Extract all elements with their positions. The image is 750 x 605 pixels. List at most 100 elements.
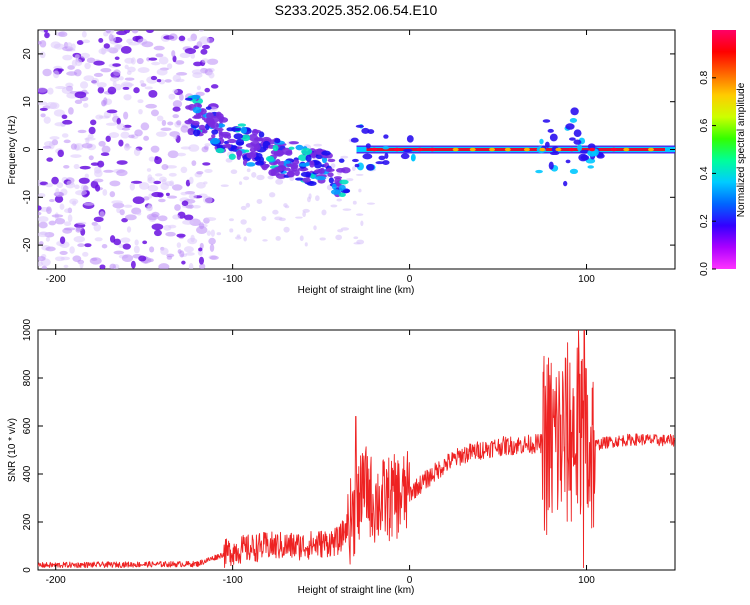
spectrogram-noise-blob bbox=[275, 236, 281, 241]
spectrogram-noise-blob bbox=[172, 74, 181, 82]
spectrogram-noise-blob bbox=[95, 184, 101, 192]
spectrogram-marks bbox=[38, 30, 675, 269]
spectrogram-noise-blob bbox=[39, 107, 48, 111]
spectrogram-noise-blob bbox=[179, 250, 185, 258]
spectrogram-noise-blob bbox=[160, 127, 172, 132]
spectrogram-band-spot bbox=[429, 147, 436, 152]
spectrogram-branch-blob bbox=[235, 138, 245, 146]
spectrogram-noise-blob bbox=[196, 170, 204, 175]
spectrogram-noise-blob bbox=[153, 45, 165, 51]
spectrogram-noise-blob bbox=[268, 192, 276, 198]
spectrogram-branch-blob bbox=[335, 168, 346, 173]
spectrogram-noise-blob bbox=[97, 160, 105, 168]
spectrogram-band-burst bbox=[577, 143, 583, 152]
spectrogram-band-spot bbox=[568, 147, 575, 152]
spectrogram-branch-blob bbox=[198, 124, 206, 131]
spectrogram-noise-blob bbox=[133, 245, 140, 254]
spectrogram-band-burst bbox=[547, 128, 554, 133]
spectrogram-noise-blob bbox=[101, 145, 111, 154]
spectrogram-noise-blob bbox=[209, 255, 219, 260]
spectrogram-noise-blob bbox=[81, 31, 87, 38]
spectrogram-branch-blob bbox=[184, 97, 193, 101]
spectrogram-branch-blob bbox=[210, 137, 220, 145]
spectrogram-noise-blob bbox=[121, 254, 134, 263]
spectrogram-noise-blob bbox=[240, 219, 247, 225]
snr-y-tick-label: 800 bbox=[22, 369, 33, 386]
spectrogram-band-spot bbox=[452, 147, 459, 152]
spectrogram-x-label: Height of straight line (km) bbox=[298, 285, 415, 296]
spectrogram-noise-blob bbox=[68, 107, 74, 115]
spectrogram-noise-blob bbox=[196, 226, 208, 234]
spectrogram-noise-blob bbox=[38, 216, 49, 223]
colorbar-label: Normalized spectral amplitude bbox=[736, 82, 747, 217]
spectrogram-noise-blob bbox=[193, 61, 203, 67]
spectrogram-noise-blob bbox=[230, 169, 238, 175]
spectrogram-noise-blob bbox=[136, 211, 142, 216]
spectrogram-noise-blob bbox=[102, 189, 108, 196]
spectrogram-noise-blob bbox=[118, 243, 124, 249]
spectrogram-noise-blob bbox=[126, 38, 134, 44]
spectrogram-noise-blob bbox=[83, 75, 95, 82]
spectrogram-noise-blob bbox=[45, 102, 58, 110]
spectrogram-noise-blob bbox=[150, 75, 158, 81]
spectrogram-noise-blob bbox=[172, 106, 181, 112]
spectrogram-noise-blob bbox=[330, 204, 338, 208]
spectrogram-band-burst bbox=[587, 149, 597, 157]
spectrogram-noise-blob bbox=[48, 220, 57, 226]
spectrogram-branch-blob bbox=[330, 189, 341, 195]
spectrogram-noise-blob bbox=[90, 162, 100, 166]
spectrogram-noise-blob bbox=[138, 108, 143, 115]
spectrogram-noise-blob bbox=[103, 97, 108, 105]
spectrogram-noise-blob bbox=[183, 246, 194, 253]
spectrogram-branch-blob bbox=[232, 127, 242, 132]
spectrogram-noise-blob bbox=[187, 37, 195, 42]
spectrogram-noise-blob bbox=[267, 175, 274, 180]
spectrogram-noise-blob bbox=[89, 257, 102, 265]
spectrogram-noise-blob bbox=[114, 83, 122, 91]
spectrogram-noise-blob bbox=[210, 84, 219, 89]
spectrogram-noise-blob bbox=[204, 217, 217, 222]
spectrogram-noise-blob bbox=[147, 203, 153, 211]
spectrogram-noise-blob bbox=[84, 243, 92, 248]
spectrogram-branch-blob bbox=[339, 179, 349, 185]
spectrogram-branch-blob bbox=[236, 150, 243, 157]
spectrogram-noise-blob bbox=[86, 57, 96, 64]
spectrogram-noise-blob bbox=[125, 214, 137, 221]
spectrogram-noise-blob bbox=[70, 154, 82, 158]
spectrogram-noise-blob bbox=[124, 145, 132, 149]
spectrogram-noise-blob bbox=[82, 39, 91, 44]
spectrogram-branch-blob bbox=[310, 174, 315, 179]
spectrogram-band-burst bbox=[565, 159, 571, 164]
spectrogram-noise-blob bbox=[188, 193, 197, 200]
spectrogram-noise-blob bbox=[203, 145, 209, 150]
spectrogram-branch-blob bbox=[250, 140, 260, 147]
spectrogram-band-spot bbox=[504, 147, 511, 152]
spectrogram-branch-blob bbox=[342, 189, 350, 194]
spectrogram-branch-blob bbox=[246, 152, 257, 159]
snr-y-label: SNR (10 * v/v) bbox=[7, 418, 18, 482]
spectrogram-noise-blob bbox=[121, 127, 131, 131]
snr-y-tick-label: 0 bbox=[22, 567, 33, 573]
spectrogram-noise-blob bbox=[126, 226, 132, 233]
spectrogram-noise-blob bbox=[133, 87, 140, 94]
snr-y-tick-label: 600 bbox=[22, 417, 33, 434]
spectrogram-noise-blob bbox=[321, 209, 327, 216]
spectrogram-noise-blob bbox=[151, 223, 164, 231]
spectrogram-branch-blob bbox=[338, 192, 346, 197]
spectrogram-noise-blob bbox=[76, 40, 84, 45]
spectrogram-band-spot bbox=[589, 147, 596, 152]
spectrogram-band-burst bbox=[569, 168, 579, 175]
spectrogram-branch-blob bbox=[191, 120, 200, 126]
spectrogram-noise-blob bbox=[154, 156, 162, 165]
spectrogram-noise-blob bbox=[93, 72, 104, 78]
spectrogram-noise-blob bbox=[140, 122, 150, 131]
spectrogram-noise-blob bbox=[111, 200, 123, 205]
spectrogram-noise-blob bbox=[172, 214, 181, 220]
spectrogram-noise-blob bbox=[153, 180, 162, 185]
spectrogram-noise-blob bbox=[295, 216, 303, 219]
spectrogram-noise-blob bbox=[185, 204, 195, 209]
spectrogram-band-burst bbox=[362, 153, 373, 160]
spectrogram-noise-blob bbox=[71, 59, 78, 67]
spectrogram-noise-blob bbox=[187, 237, 198, 245]
spectrogram-noise-blob bbox=[150, 145, 160, 153]
